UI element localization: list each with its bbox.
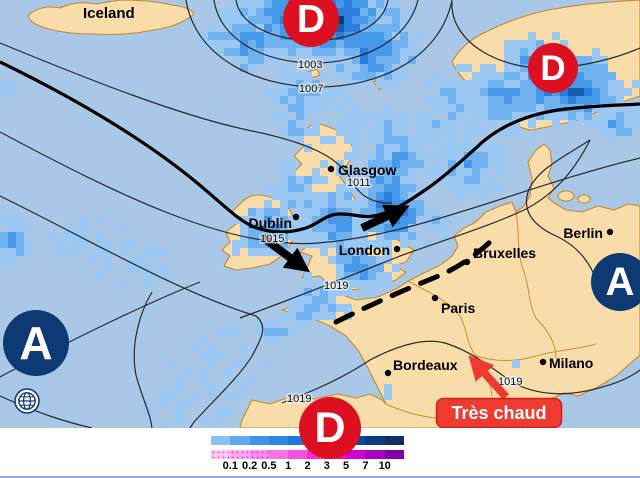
- city-label: Paris: [441, 300, 475, 316]
- legend-segment: [249, 436, 269, 445]
- hot-annotation: Très chaud: [435, 355, 563, 428]
- city-label: London: [339, 242, 390, 258]
- globe-logo-icon: [14, 388, 40, 414]
- isobar-labels: 1003 1007 1011 1015 1019 1019 1019: [259, 58, 524, 407]
- legend-segment: [211, 450, 231, 459]
- city-label: Bordeaux: [393, 357, 458, 373]
- city-markers: Glasgow Dublin London Berlin Bruxelles Paris B…: [248, 162, 614, 377]
- pressure-center-low-2: D: [299, 397, 361, 459]
- isobar-value-label: 1015: [260, 233, 284, 245]
- isobar-value-label: 1019: [324, 280, 348, 292]
- city-dublin: Dublin: [248, 213, 300, 231]
- legend-tick: 2: [304, 460, 311, 472]
- weather-fronts: [0, 60, 640, 325]
- dashed-front-line: [333, 239, 493, 325]
- isobar-value-label: 1003: [298, 59, 322, 71]
- legend-segment: [268, 436, 289, 445]
- city-dot: [539, 358, 547, 366]
- legend-segment: [230, 450, 250, 459]
- city-dot: [606, 228, 614, 236]
- city-london: London: [339, 242, 401, 258]
- pressure-center-low-0: D: [283, 0, 339, 47]
- pressure-center-high-4: A: [591, 253, 640, 311]
- landmass-iceland: [27, 0, 195, 36]
- legend-segment: [249, 450, 269, 459]
- legend-segment: [268, 450, 289, 459]
- legend-segment: [346, 450, 366, 459]
- city-dot: [431, 294, 439, 302]
- legend-segment: [211, 436, 231, 445]
- cold-front-line: [0, 60, 640, 234]
- flow-arrow: [360, 204, 410, 232]
- city-dot: [327, 165, 335, 173]
- isobars: [0, 0, 640, 428]
- city-label: Berlin: [563, 225, 603, 241]
- city-label: Bruxelles: [473, 245, 536, 261]
- legend-segment: [384, 436, 404, 445]
- city-label: Dublin: [248, 215, 292, 231]
- legend-segment: [288, 450, 308, 459]
- landmass-funen: [577, 194, 591, 204]
- city-dot: [384, 369, 392, 377]
- city-glasgow: Glasgow: [327, 162, 396, 178]
- hot-annotation-label: Très chaud: [451, 403, 546, 423]
- hot-air-arrow: [468, 355, 509, 400]
- legend-tick: 7: [362, 460, 369, 472]
- isobar-value-label: 1019: [498, 376, 522, 388]
- hot-annotation-box: [435, 397, 563, 428]
- flow-arrow: [259, 233, 310, 273]
- region-label-iceland: Iceland: [83, 5, 135, 22]
- legend-segment: [365, 436, 385, 445]
- city-label: Milano: [549, 355, 593, 371]
- city-berlin: Berlin: [563, 225, 614, 241]
- city-label: Glasgow: [338, 162, 396, 178]
- isobar-value-label: 1011: [347, 177, 371, 189]
- legend-tick: 1: [285, 460, 292, 472]
- flow-arrows: [259, 204, 410, 273]
- isobar-value-label: 1019: [287, 393, 311, 405]
- legend-row-snow: [211, 450, 404, 459]
- pressure-center-low-1: D: [528, 43, 578, 93]
- legend-tick: 0.1: [222, 460, 238, 472]
- legend-segment: [365, 450, 385, 459]
- city-milano: Milano: [539, 355, 593, 371]
- legend-segment: [230, 436, 250, 445]
- legend-tick: 5: [343, 460, 350, 472]
- city-dot: [393, 245, 401, 253]
- legend-tick: 10: [378, 460, 391, 472]
- landmass-continent: [239, 143, 640, 428]
- landmass-zealand: [557, 190, 575, 202]
- city-bordeaux: Bordeaux: [384, 357, 458, 377]
- legend-segment: [384, 450, 404, 459]
- legend-tick: 0.5: [261, 460, 277, 472]
- city-dot: [463, 258, 471, 266]
- legend-segment: [288, 436, 308, 445]
- city-dot: [292, 213, 300, 221]
- city-paris: Paris: [431, 294, 475, 316]
- pressure-center-high-3: A: [3, 310, 69, 376]
- city-bruxelles: Bruxelles: [463, 245, 536, 266]
- isobar-value-label: 1007: [299, 83, 323, 95]
- legend-tick: 3: [323, 460, 330, 472]
- legend-tick: 0.2: [241, 460, 258, 472]
